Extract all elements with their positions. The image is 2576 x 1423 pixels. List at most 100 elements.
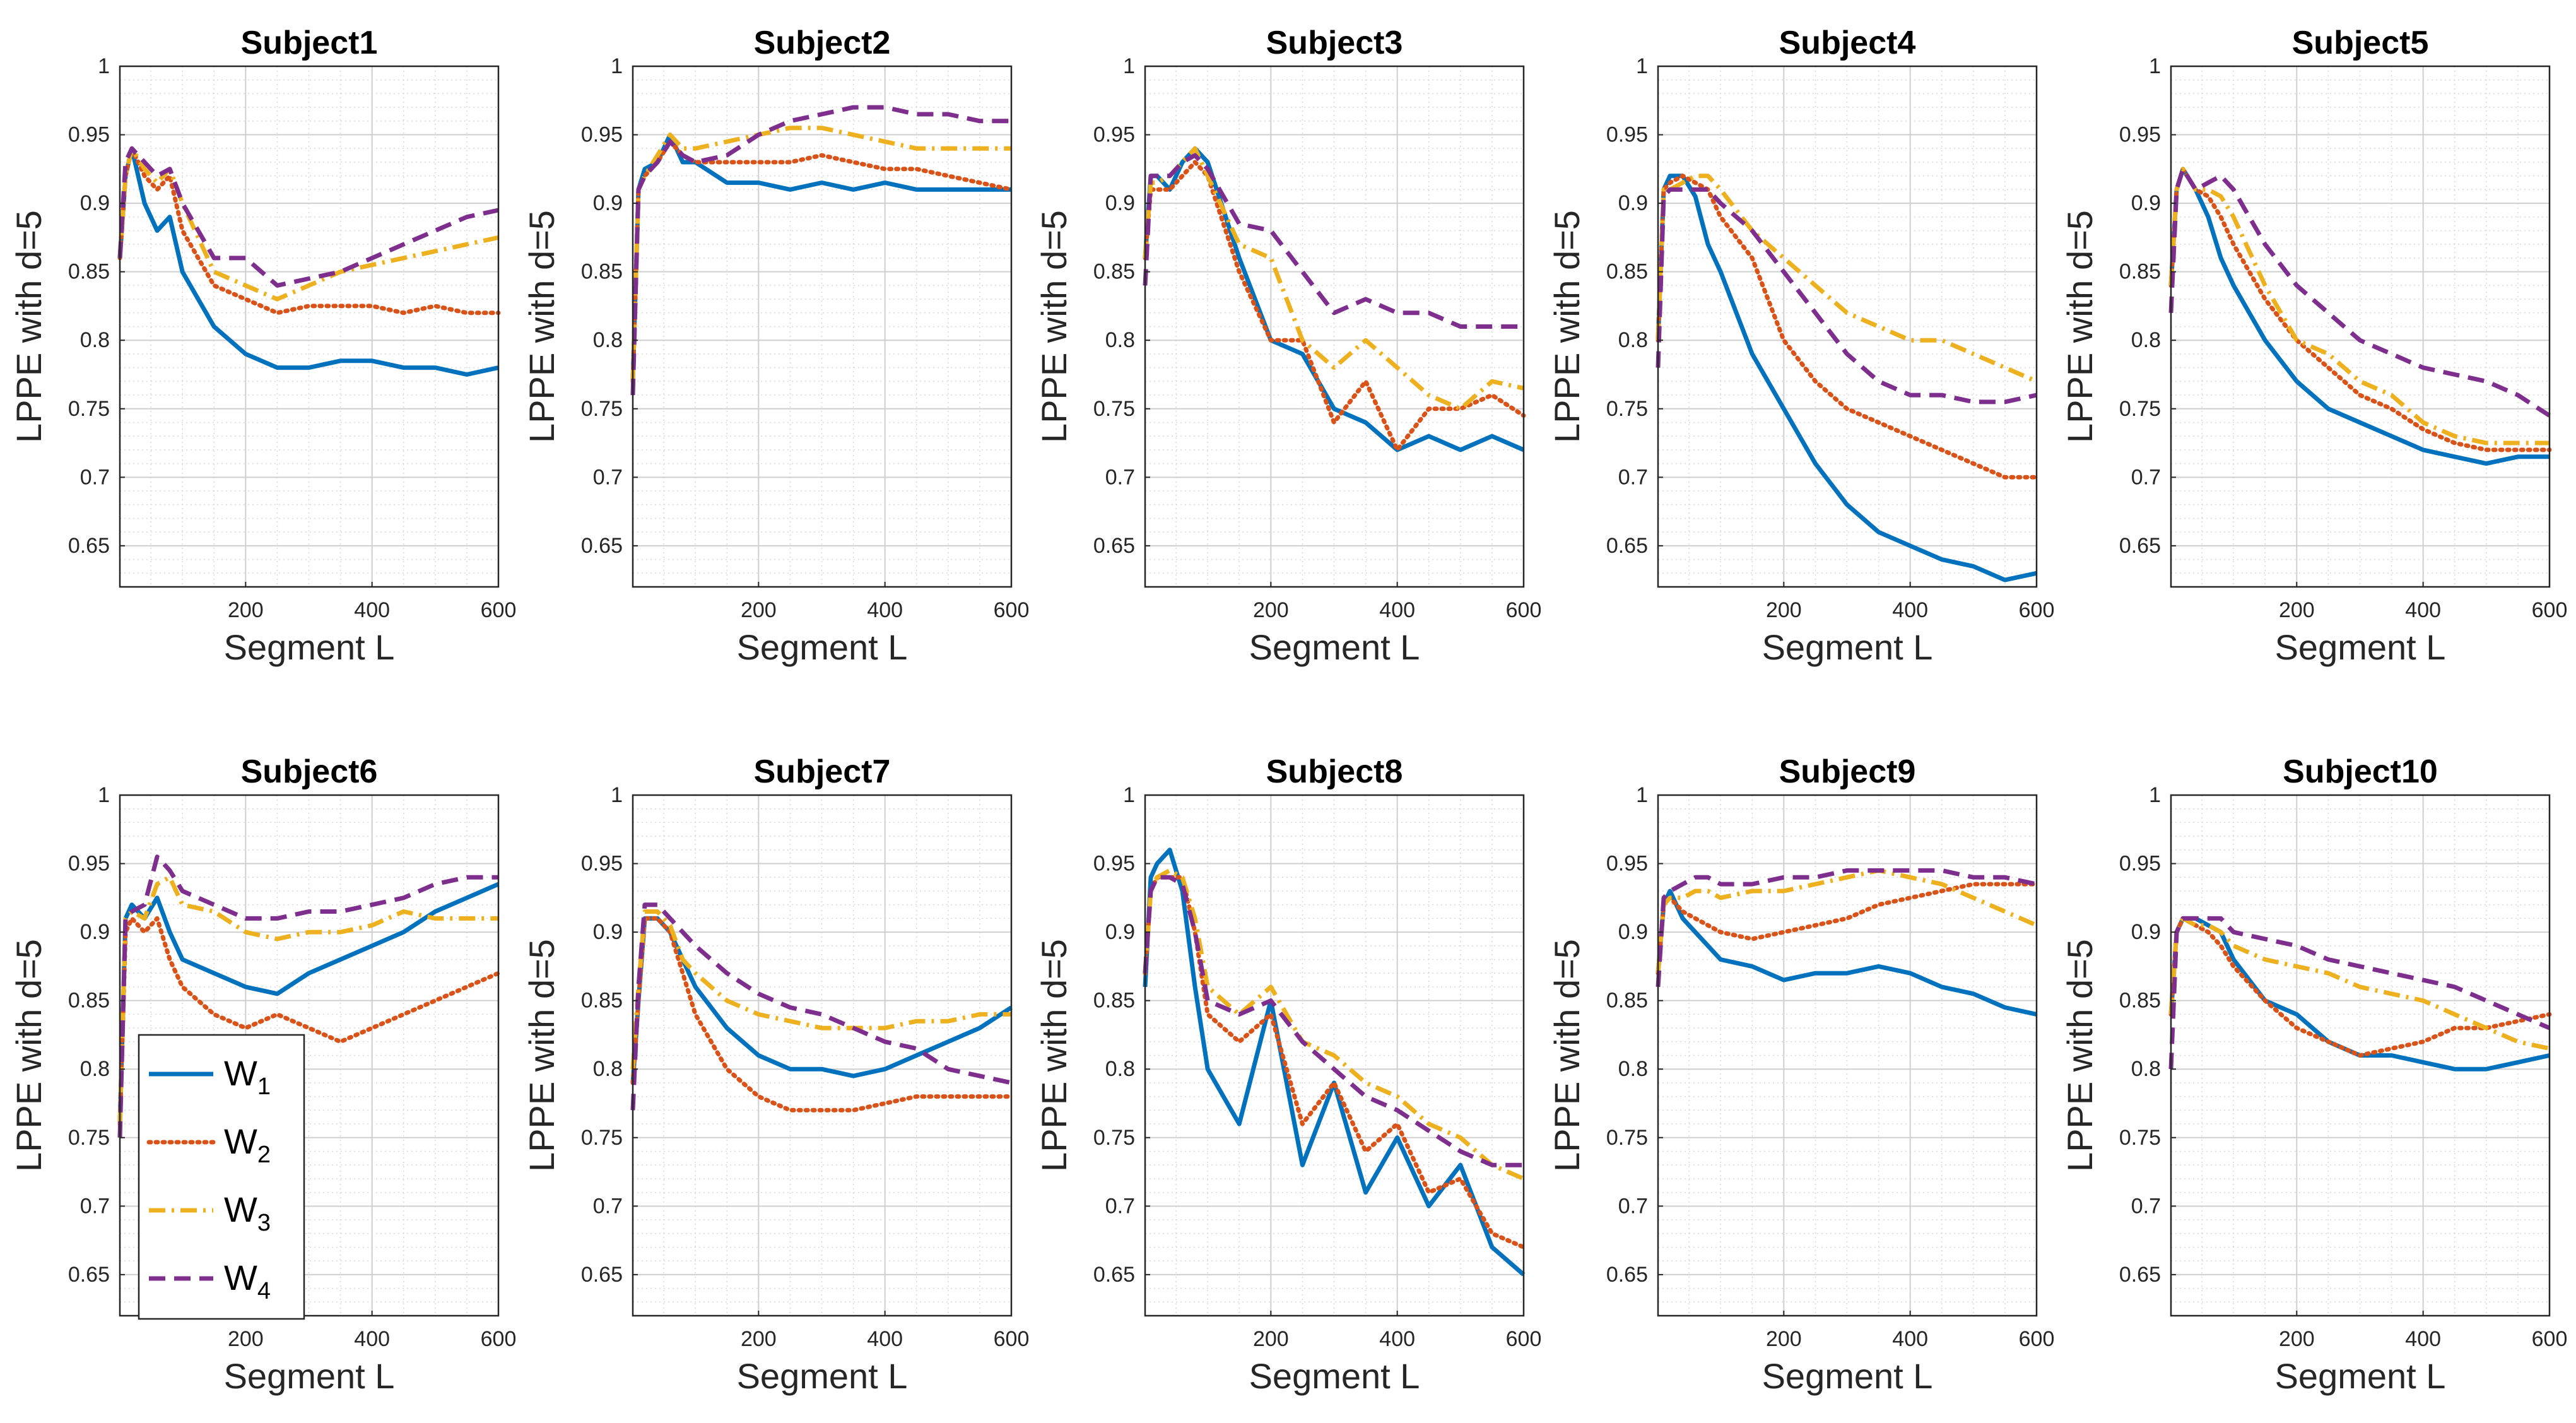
y-axis-label: LPPE with d=5 [1034,210,1074,443]
x-tick-label: 400 [1892,1327,1928,1351]
axes-box [632,65,1013,588]
series-line-w2 [117,146,501,316]
series-line-w3 [117,875,498,1125]
series-line-w3 [117,146,499,302]
y-axis-label: LPPE with d=5 [2060,939,2100,1172]
y-tick-label: 0.7 [593,465,623,489]
series-line-w2 [1656,882,2039,976]
subplot-title: Subject5 [2292,25,2429,61]
y-tick-label: 0.7 [1618,1194,1648,1218]
y-tick-label: 0.65 [1606,1263,1648,1287]
subplot-title: Subject1 [241,25,378,61]
y-tick-label: 0.9 [1618,920,1648,944]
subplot-title: Subject9 [1779,753,1916,790]
subplot-title: Subject10 [2283,753,2438,790]
subplot-5: 0.65 0.7 0.75 0.8 0.85 0.9 0.95 1 200 400 600 Subje… [2060,25,2567,667]
y-tick-label: 0.85 [581,260,623,284]
y-axis-label: LPPE with d=5 [1547,939,1587,1172]
x-tick-label: 600 [481,598,517,622]
x-axis-label: Segment L [224,627,395,667]
x-tick-label: 400 [867,1327,903,1351]
y-tick-label: 0.9 [1105,191,1135,215]
y-tick-label: 0.85 [68,989,110,1013]
y-tick-label: 0.75 [1606,397,1648,421]
subplot-1: 0.65 0.7 0.75 0.8 0.85 0.9 0.95 1 200 400 600 Subje… [9,25,516,667]
x-tick-label: 600 [2532,1327,2568,1351]
x-tick-label: 200 [1253,598,1289,622]
subplot-2: 0.65 0.7 0.75 0.8 0.85 0.9 0.95 1 200 400 600 Subje… [522,25,1029,667]
series-line-w2 [1656,174,2039,480]
y-tick-label: 0.8 [1618,1057,1648,1081]
x-tick-label: 600 [2019,1327,2055,1351]
y-tick-label: 0.65 [581,1263,623,1287]
x-axis-label: Segment L [737,627,908,667]
y-axis-label: LPPE with d=5 [522,210,562,443]
y-tick-label: 1 [1636,54,1648,78]
subplot-title: Subject7 [754,753,891,790]
x-tick-label: 200 [1766,1327,1802,1351]
y-tick-label: 0.9 [80,191,110,215]
y-tick-label: 0.85 [1606,989,1648,1013]
subplot-title: Subject3 [1266,25,1403,61]
y-tick-label: 0.95 [2119,123,2161,147]
legend-label-w1: W1 [224,1053,271,1100]
y-tick-label: 0.85 [2119,989,2161,1013]
x-tick-label: 400 [354,1327,390,1351]
axes-box [119,65,500,588]
x-tick-label: 200 [228,598,264,622]
y-tick-label: 0.7 [2131,465,2161,489]
y-tick-label: 0.65 [1093,1263,1135,1287]
y-tick-label: 0.8 [2131,1057,2161,1081]
y-tick-label: 0.8 [593,1057,623,1081]
y-tick-label: 0.75 [68,397,110,421]
x-tick-label: 200 [741,1327,777,1351]
series-line-w4 [630,902,1012,1111]
y-tick-label: 0.9 [1618,191,1648,215]
x-tick-label: 200 [228,1327,264,1351]
y-tick-label: 1 [611,783,623,807]
y-tick-label: 0.85 [1093,989,1135,1013]
series-line-w4 [630,105,1011,396]
subplot-9: 0.65 0.7 0.75 0.8 0.85 0.9 0.95 1 200 400 600 Subje… [1547,753,2054,1396]
y-tick-label: 0.75 [68,1126,110,1150]
y-tick-label: 1 [98,54,110,78]
series-line-w3 [1656,868,2038,974]
series-line-w1 [1656,174,2037,582]
x-axis-label: Segment L [2275,627,2446,667]
series-line-w3 [630,909,1011,1070]
y-tick-label: 1 [2149,783,2161,807]
series-line-w2 [630,139,1014,384]
x-tick-label: 600 [1506,1327,1542,1351]
x-tick-label: 400 [867,598,903,622]
y-tick-label: 0.8 [593,328,623,352]
subplot-7: 0.65 0.7 0.75 0.8 0.85 0.9 0.95 1 200 400 600 Subje… [522,753,1029,1396]
y-axis-label: LPPE with d=5 [1547,210,1587,443]
x-tick-label: 200 [2279,1327,2315,1351]
y-tick-label: 0.8 [1105,1057,1135,1081]
x-axis-label: Segment L [224,1356,395,1396]
y-tick-label: 0.9 [80,920,110,944]
x-tick-label: 600 [2532,598,2568,622]
series-line-w4 [1656,187,2037,404]
y-tick-label: 0.65 [2119,534,2161,558]
legend: W1 W2 W3 W4 [138,1034,305,1320]
series-line-w3 [1143,146,1524,411]
y-tick-label: 0.7 [80,1194,110,1218]
y-tick-label: 0.8 [1618,328,1648,352]
axes-box [1657,65,2038,588]
y-tick-label: 1 [1123,54,1135,78]
y-tick-label: 0.65 [1606,534,1648,558]
y-axis-label: LPPE with d=5 [2060,210,2100,443]
y-tick-label: 0.95 [2119,852,2161,876]
series-line-w4 [117,146,499,288]
y-tick-label: 0.7 [1618,465,1648,489]
subplot-title: Subject2 [754,25,891,61]
x-tick-label: 400 [2405,1327,2441,1351]
y-tick-label: 1 [98,783,110,807]
series-line-w1 [117,146,499,377]
subplot-4: 0.65 0.7 0.75 0.8 0.85 0.9 0.95 1 200 400 600 Subje… [1547,25,2054,667]
y-tick-label: 0.65 [1093,534,1135,558]
x-axis-label: Segment L [1249,627,1420,667]
legend-label-w3: W3 [224,1190,271,1236]
x-tick-label: 600 [481,1327,517,1351]
